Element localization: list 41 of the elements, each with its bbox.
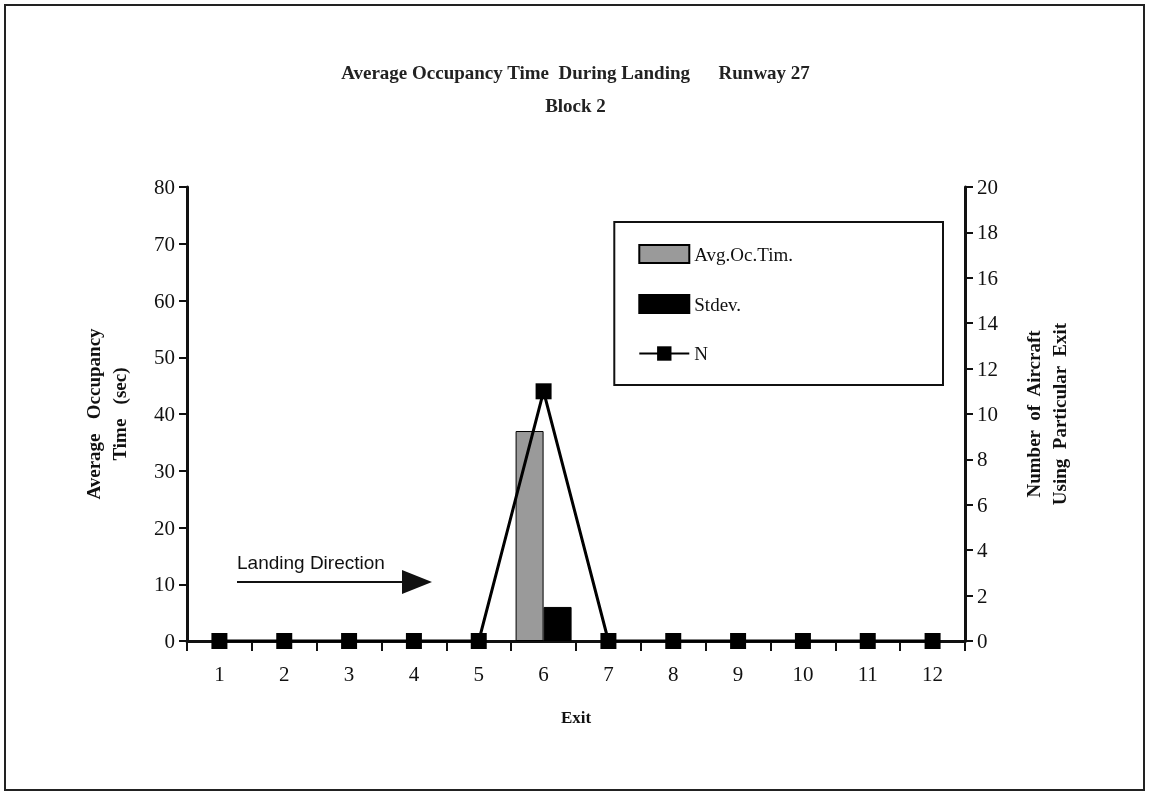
x-tick-label: 11 — [857, 661, 878, 686]
x-tick-label: 3 — [343, 661, 355, 686]
x-tick-label: 6 — [538, 661, 549, 686]
x-tick-label: 9 — [732, 661, 744, 686]
legend-label: N — [694, 343, 709, 364]
y-tick-label: 20 — [154, 515, 175, 540]
y-tick-label: 80 — [154, 175, 175, 199]
y-tick-label: 50 — [154, 345, 175, 370]
x-tick-label: 7 — [603, 661, 614, 686]
x-tick-label: 2 — [279, 661, 290, 686]
x-tick-label: 12 — [922, 661, 944, 686]
y2-tick-label: 10 — [977, 402, 998, 426]
y-tick-label: 70 — [154, 231, 175, 256]
y2-axis-title: Number of Aircraft Using Particular Exit — [1022, 322, 1070, 506]
y2-tick-label: 6 — [977, 492, 988, 517]
y2-tick-label: 0 — [977, 629, 988, 653]
x-tick-label: 1 — [214, 661, 225, 686]
y-tick-label: 0 — [164, 629, 175, 653]
y2-tick-label: 16 — [977, 265, 998, 290]
y-axis-title: Average Occupancy Time (sec) — [82, 327, 131, 500]
y2-tick-label: 4 — [977, 538, 988, 563]
legend-label: Stdev. — [694, 293, 742, 315]
y-tick-label: 10 — [154, 572, 175, 597]
legend-label: Avg.Oc.Tim. — [694, 243, 794, 265]
chart-title: Average Occupancy Time During Landing Runway 27 — [341, 62, 811, 83]
y2-tick-label: 12 — [977, 356, 998, 381]
y2-tick-label: 2 — [977, 583, 988, 608]
y2-tick-label: 18 — [977, 220, 998, 245]
y-tick-label: 60 — [154, 288, 175, 313]
chart-subtitle: Block 2 — [545, 95, 606, 116]
x-tick-label: 4 — [408, 661, 420, 686]
y-tick-label: 30 — [154, 458, 175, 483]
y2-tick-label: 20 — [977, 175, 998, 199]
x-tick-label: 8 — [668, 661, 679, 686]
x-axis-title: Exit — [560, 708, 592, 727]
x-tick-label: 5 — [473, 661, 484, 686]
annotation: Landing Direction — [237, 552, 385, 573]
y2-tick-label: 14 — [977, 311, 999, 336]
x-tick-label: 10 — [792, 661, 814, 686]
y2-tick-label: 8 — [977, 447, 988, 472]
y-tick-label: 40 — [154, 402, 175, 426]
